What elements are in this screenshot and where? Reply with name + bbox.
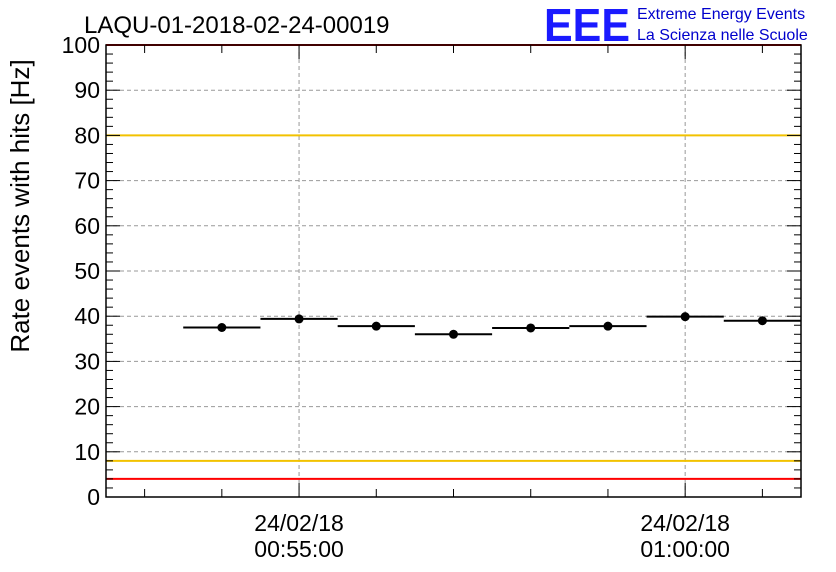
- y-tick-label: 50: [74, 258, 100, 284]
- x-tick-date-label: 24/02/18: [640, 510, 730, 536]
- eee-logo-line1: Extreme Energy Events: [637, 6, 805, 23]
- y-tick-label: 40: [74, 303, 100, 329]
- x-tick-time-label: 00:55:00: [254, 536, 344, 562]
- y-tick-label: 80: [74, 122, 100, 148]
- y-axis-label: Rate events with hits [Hz]: [5, 59, 35, 352]
- y-tick-label: 60: [74, 213, 100, 239]
- data-point: [294, 314, 304, 324]
- y-tick-label: 10: [74, 439, 100, 465]
- data-series: [183, 312, 801, 339]
- data-point: [757, 316, 767, 326]
- data-point: [526, 323, 536, 333]
- data-point: [217, 323, 227, 332]
- axes: 010203040506070809010024/02/1800:55:0024…: [62, 32, 802, 562]
- y-tick-label: 30: [74, 348, 100, 374]
- data-point: [449, 329, 458, 339]
- data-point: [371, 321, 381, 331]
- eee-logo-line2: La Scienza nelle Scuole: [637, 27, 808, 44]
- grid-lines: [106, 45, 801, 497]
- y-tick-label: 100: [62, 32, 100, 58]
- x-tick-date-label: 24/02/18: [254, 510, 344, 536]
- x-tick-time-label: 01:00:00: [640, 536, 730, 562]
- eee-logo: EEE Extreme Energy Events La Scienza nel…: [544, 0, 808, 51]
- y-tick-label: 70: [74, 168, 100, 194]
- y-tick-label: 0: [87, 484, 100, 510]
- eee-logo-mark: EEE: [544, 0, 630, 51]
- data-point: [680, 312, 690, 322]
- chart-title: LAQU-01-2018-02-24-00019: [84, 12, 390, 39]
- reference-lines: [106, 44, 801, 480]
- data-point: [603, 321, 613, 331]
- y-tick-label: 90: [74, 77, 100, 103]
- y-tick-label: 20: [74, 394, 100, 420]
